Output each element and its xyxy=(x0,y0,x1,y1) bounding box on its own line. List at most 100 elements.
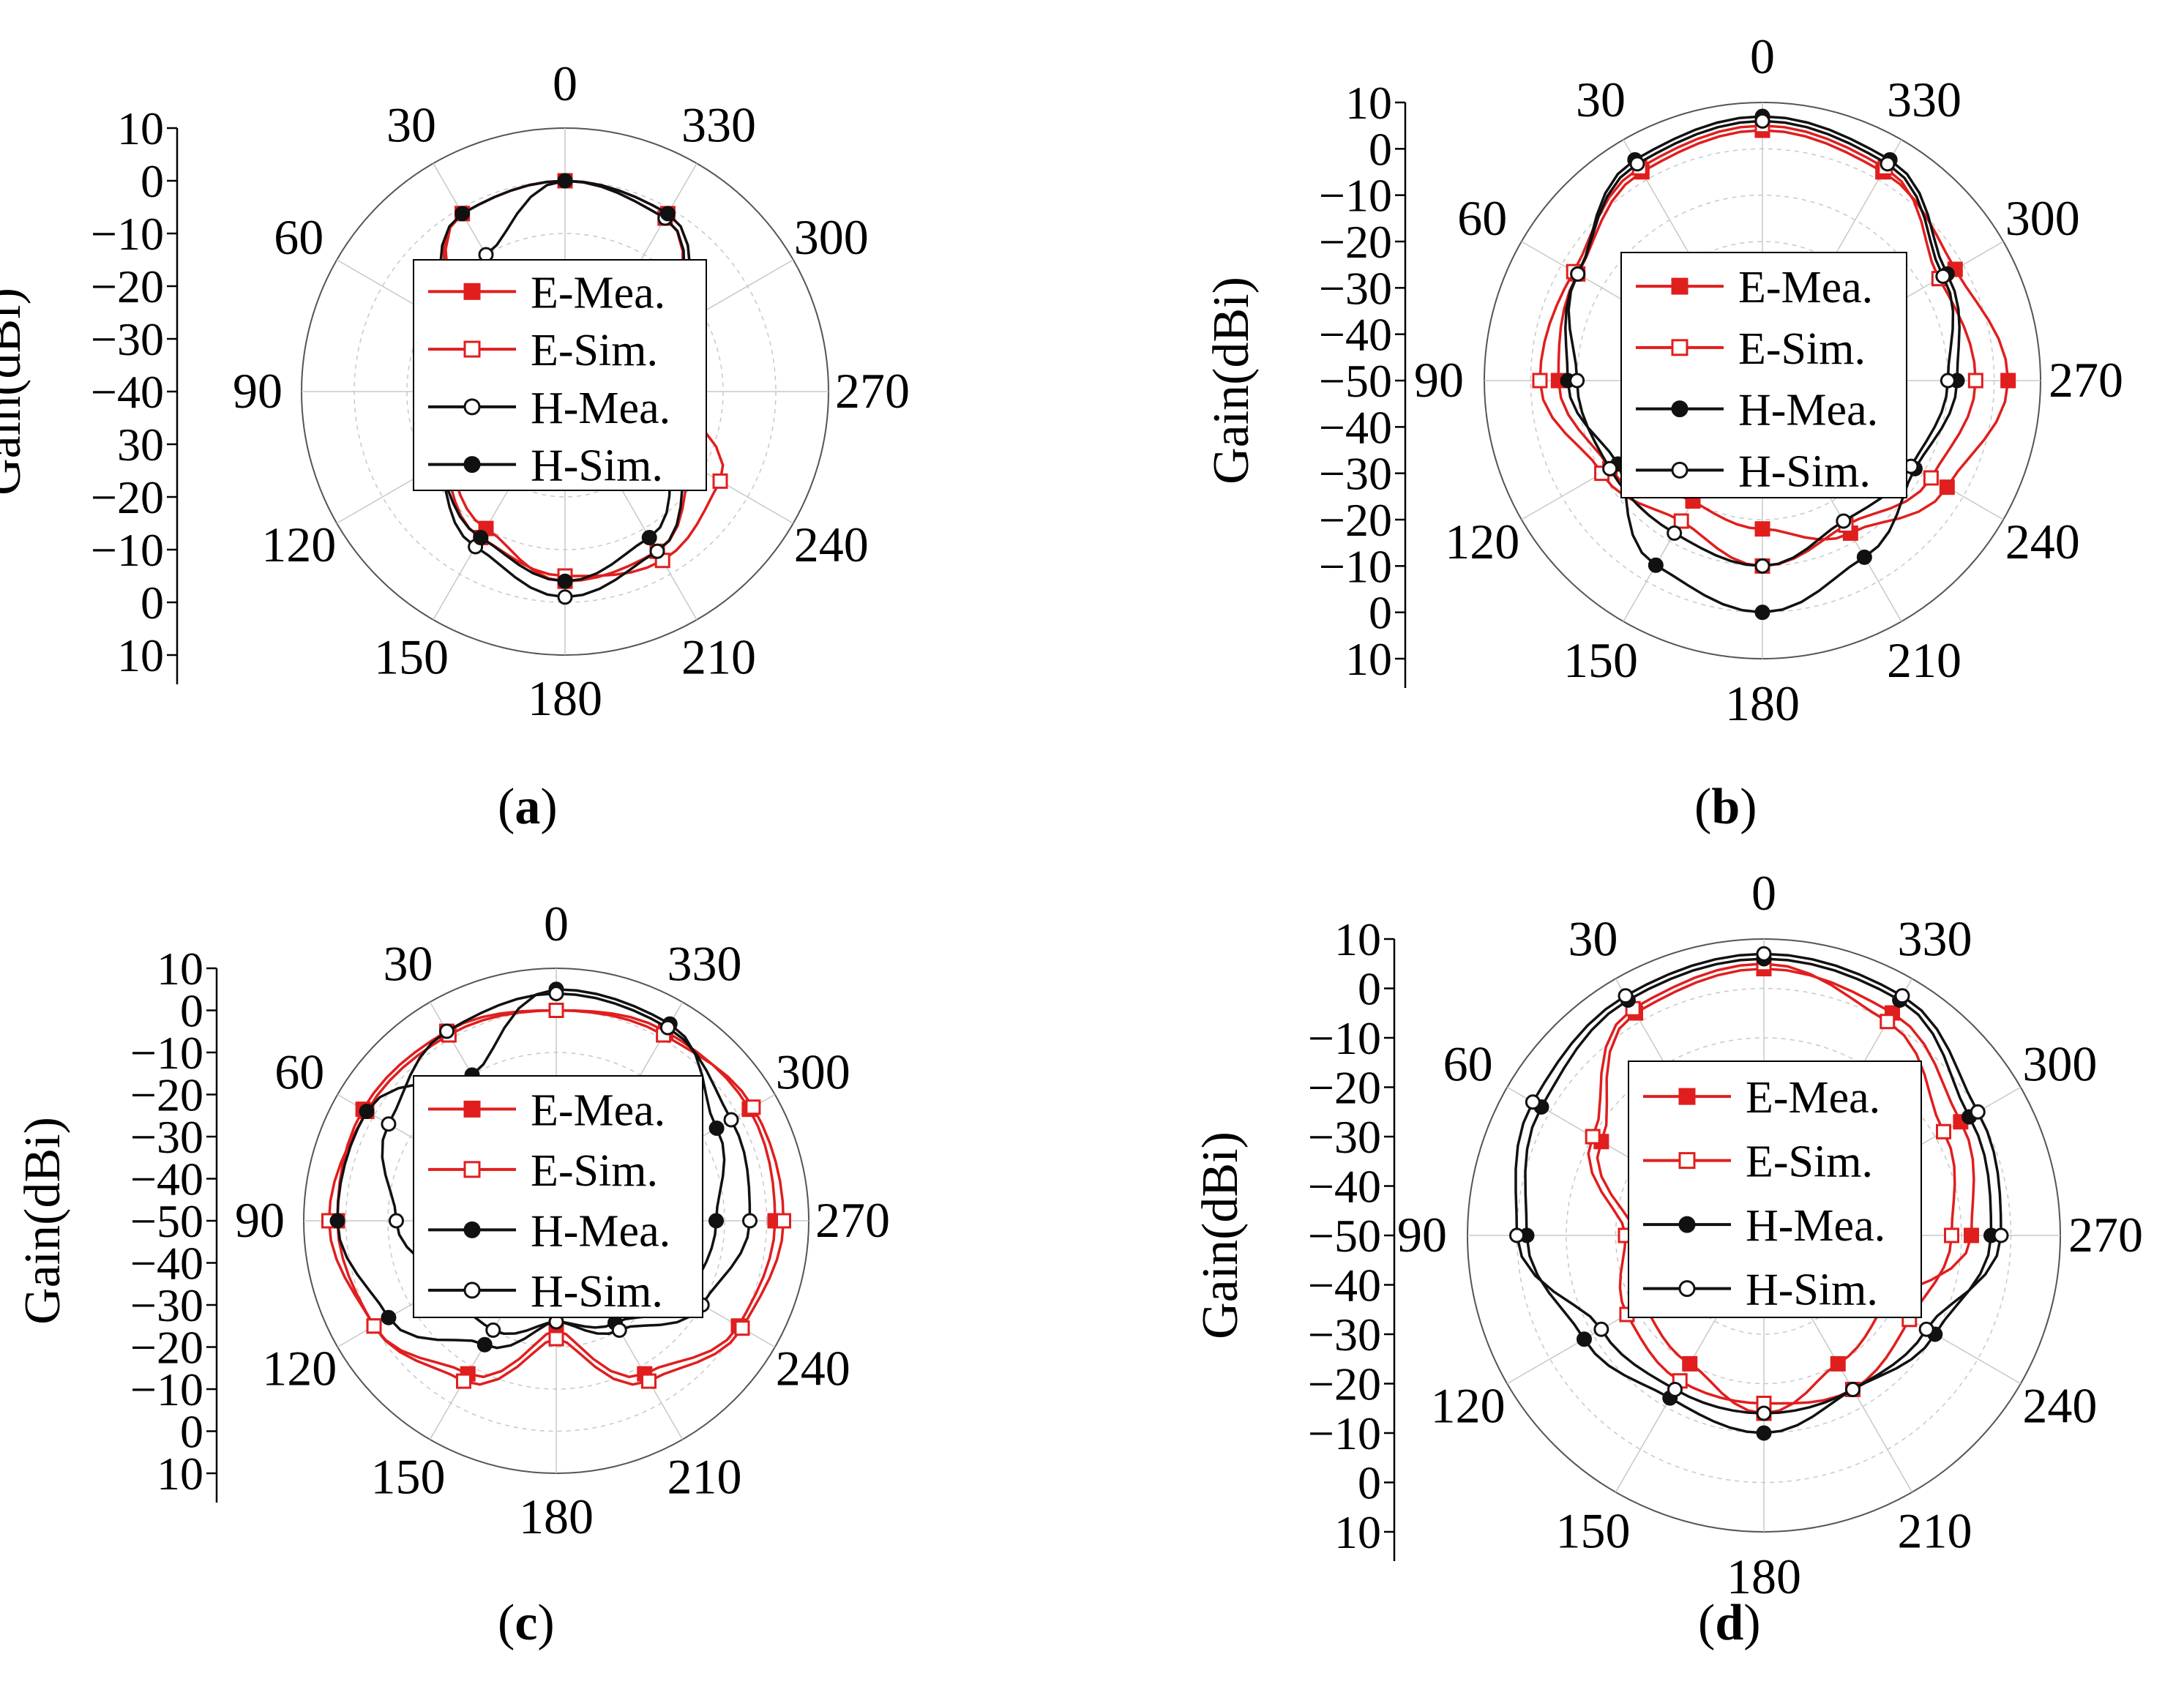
legend-swatch-marker xyxy=(463,340,481,358)
legend-entry: E-Mea. xyxy=(1738,263,1873,313)
radial-tick-label: −30 xyxy=(1319,448,1392,500)
radial-tick-label: −40 xyxy=(1308,1260,1381,1312)
radial-tick-label: −10 xyxy=(1319,540,1392,592)
panel-caption: (a) xyxy=(498,779,558,835)
data-point xyxy=(1532,373,1548,389)
radial-tick-label: −10 xyxy=(1319,170,1392,222)
angle-label: 60 xyxy=(274,209,324,265)
legend-entry: H-Mea. xyxy=(1746,1201,1885,1251)
legend-entry: E-Sim. xyxy=(1746,1137,1873,1187)
y-axis-label: Gain(dBi) xyxy=(1203,277,1260,485)
y-axis-label: Gain(dBi) xyxy=(1192,1131,1249,1339)
radial-tick-label: −20 xyxy=(130,1322,203,1374)
radial-tick-label: −10 xyxy=(91,524,164,576)
legend-swatch-marker xyxy=(463,456,481,474)
data-point xyxy=(1754,521,1770,537)
radial-tick-label: 0 xyxy=(1358,1457,1381,1509)
data-point xyxy=(776,1213,791,1229)
angle-label: 150 xyxy=(1556,1503,1631,1558)
data-point xyxy=(1830,1355,1846,1372)
angle-label: 180 xyxy=(528,670,602,726)
radial-tick-label: −50 xyxy=(1319,355,1392,407)
radial-tick-label: 10 xyxy=(1334,1506,1381,1558)
angle-label: 60 xyxy=(1457,190,1507,246)
data-point xyxy=(1509,1227,1525,1243)
data-point xyxy=(485,1322,501,1338)
legend-swatch-marker xyxy=(1678,1088,1696,1105)
angle-label: 180 xyxy=(1727,1549,1801,1604)
data-point xyxy=(1756,1425,1772,1441)
radial-tick-label: −40 xyxy=(91,366,164,418)
data-point xyxy=(1576,1331,1592,1347)
angle-label: 210 xyxy=(681,629,756,685)
angle-label: 330 xyxy=(1898,911,1972,967)
data-point xyxy=(1754,605,1770,621)
radial-tick-label: 10 xyxy=(1334,913,1381,965)
legend-swatch-marker xyxy=(1671,400,1689,418)
legend-box xyxy=(413,259,707,491)
data-point xyxy=(1944,1227,1959,1243)
legend-box xyxy=(413,1075,703,1318)
panel-caption: (d) xyxy=(1698,1595,1761,1651)
data-point xyxy=(1939,479,1955,495)
angle-label: 240 xyxy=(2005,514,2080,569)
data-point xyxy=(1836,513,1852,529)
angle-label: 150 xyxy=(374,629,449,685)
legend-entry: E-Mea. xyxy=(531,1085,665,1135)
data-point xyxy=(1585,1129,1601,1145)
data-point xyxy=(1570,266,1586,282)
angle-label: 30 xyxy=(1568,911,1618,967)
radial-tick-label: 0 xyxy=(180,985,203,1037)
data-point xyxy=(557,573,573,589)
angle-label: 210 xyxy=(1887,632,1962,688)
data-point xyxy=(473,530,489,546)
data-point xyxy=(1964,1227,1979,1243)
data-point xyxy=(712,473,728,489)
data-point xyxy=(476,1336,493,1353)
data-point xyxy=(366,1318,382,1334)
angle-label: 120 xyxy=(262,1341,337,1396)
data-point xyxy=(1880,156,1896,172)
radial-tick-label: 0 xyxy=(180,1406,203,1458)
radial-tick-label: 10 xyxy=(117,102,164,154)
data-point xyxy=(1754,113,1770,129)
data-point xyxy=(659,1020,676,1036)
data-point xyxy=(439,1023,455,1039)
angle-label: 270 xyxy=(835,363,910,419)
angle-label: 330 xyxy=(667,935,742,991)
panel-caption: (c) xyxy=(498,1595,555,1651)
legend-swatch-marker xyxy=(1678,1280,1696,1298)
data-point xyxy=(359,1104,375,1119)
data-point xyxy=(1682,1355,1698,1372)
legend-swatch-marker xyxy=(463,1282,481,1299)
data-point xyxy=(1894,988,1910,1004)
legend-entry: E-Sim. xyxy=(1738,324,1866,374)
legend-entry: E-Sim. xyxy=(531,326,658,375)
legend-entry: H-Sim. xyxy=(531,441,663,491)
radial-tick-label: −40 xyxy=(1319,309,1392,361)
legend-swatch-marker xyxy=(463,398,481,416)
angle-label: 330 xyxy=(681,97,756,152)
data-point xyxy=(548,986,564,1001)
data-point xyxy=(708,1213,724,1229)
angle-label: 210 xyxy=(1898,1503,1972,1558)
radial-tick-label: 10 xyxy=(1345,633,1392,685)
legend-box xyxy=(1620,252,1907,498)
legend-entry: H-Mea. xyxy=(1738,386,1878,435)
angle-label: 90 xyxy=(1414,352,1464,408)
panel-c: 0306090120150180210240270300330100−10−20… xyxy=(15,896,890,1651)
data-point xyxy=(745,1099,761,1115)
data-point xyxy=(1648,557,1664,573)
angle-label: 90 xyxy=(233,363,283,419)
data-point xyxy=(649,543,665,559)
data-point xyxy=(641,1373,657,1389)
radial-tick-label: −40 xyxy=(1319,401,1392,453)
data-point xyxy=(557,173,573,189)
angle-label: 270 xyxy=(2068,1207,2143,1263)
data-point xyxy=(742,1213,758,1229)
radial-tick-label: −20 xyxy=(1319,494,1392,546)
radial-tick-label: −20 xyxy=(1319,216,1392,268)
angle-label: 90 xyxy=(1397,1207,1447,1263)
angle-label: 30 xyxy=(384,935,433,991)
